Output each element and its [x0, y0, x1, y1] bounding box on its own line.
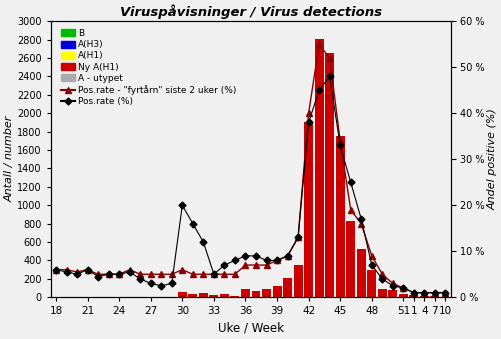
Bar: [325, 53, 334, 297]
Bar: [240, 288, 249, 297]
Bar: [409, 296, 417, 297]
Bar: [293, 269, 302, 297]
Bar: [230, 296, 239, 297]
Bar: [314, 233, 323, 297]
Bar: [283, 283, 292, 297]
Y-axis label: Andel positive (%): Andel positive (%): [487, 108, 497, 210]
Bar: [188, 295, 197, 297]
Y-axis label: Antall / number: Antall / number: [4, 116, 14, 202]
Bar: [367, 270, 375, 297]
Bar: [335, 260, 344, 297]
Legend: B, A(H3), A(H1), Ny A(H1), A - utypet, Pos.rate - "fyrtårn" siste 2 uker (%), Po: B, A(H3), A(H1), Ny A(H1), A - utypet, P…: [59, 27, 238, 108]
Bar: [335, 136, 344, 297]
Bar: [388, 290, 396, 297]
Bar: [293, 265, 302, 297]
Bar: [251, 291, 260, 297]
Bar: [209, 295, 218, 297]
Bar: [219, 294, 228, 297]
Bar: [367, 280, 375, 297]
Bar: [388, 295, 396, 297]
Bar: [230, 296, 239, 297]
Bar: [429, 296, 438, 297]
Bar: [398, 294, 407, 297]
Bar: [409, 295, 417, 297]
Bar: [198, 295, 207, 297]
Bar: [377, 288, 386, 297]
X-axis label: Uke / Week: Uke / Week: [217, 322, 283, 335]
Bar: [251, 293, 260, 297]
Bar: [377, 293, 386, 297]
Bar: [325, 242, 334, 297]
Bar: [198, 293, 207, 297]
Bar: [346, 258, 355, 297]
Bar: [346, 221, 355, 297]
Bar: [262, 290, 271, 297]
Bar: [356, 266, 365, 297]
Bar: [272, 290, 281, 297]
Bar: [419, 296, 428, 297]
Bar: [398, 295, 407, 297]
Title: Viruspåvisninger / Virus detections: Viruspåvisninger / Virus detections: [119, 4, 381, 19]
Bar: [177, 292, 186, 297]
Bar: [419, 296, 428, 297]
Bar: [219, 295, 228, 297]
Bar: [304, 196, 313, 297]
Bar: [188, 295, 197, 297]
Bar: [240, 291, 249, 297]
Bar: [356, 249, 365, 297]
Bar: [209, 296, 218, 297]
Bar: [304, 122, 313, 297]
Bar: [283, 278, 292, 297]
Bar: [314, 39, 323, 297]
Bar: [262, 292, 271, 297]
Bar: [177, 294, 186, 297]
Bar: [272, 286, 281, 297]
